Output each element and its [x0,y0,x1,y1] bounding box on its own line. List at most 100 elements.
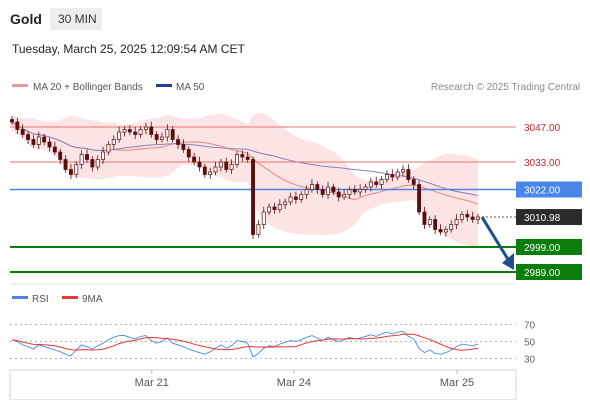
candle-body [181,144,186,150]
candle-body [293,196,298,200]
candle-body [342,194,347,198]
level-tag-3022.00 [516,181,582,198]
rsi-legend-label: RSI [32,294,49,305]
x-axis-frame [9,369,517,400]
candle-body [261,211,266,225]
x-tick-Mar-24: Mar 24 [277,377,311,389]
candle-body [79,154,84,165]
candle-body [256,224,261,235]
candle-body [326,186,330,195]
level-label-3047.00: 3047.00 [524,123,561,134]
candle-body [240,154,245,158]
rsi-ma-line [11,333,479,351]
candle-body [336,191,341,198]
rsi-line [11,330,479,358]
candle-body [379,179,384,185]
candle-body [390,174,395,178]
candle-body [74,164,79,175]
level-label-3022.00: 3022.00 [524,186,561,197]
candle-body [133,131,138,135]
candle-body [283,201,288,205]
candle-body [272,206,277,210]
candle-body [160,136,164,140]
candle-body [449,224,454,230]
level-label-2989.00: 2989.00 [524,268,561,279]
level-label-3010.98: 3010.98 [524,213,561,224]
candle-body [427,219,432,225]
candle-body [433,219,438,230]
timeframe-chip-bg[interactable] [50,8,102,30]
candle-body [208,171,213,175]
rsi-swatch [12,296,28,299]
x-axis: Mar 21 Mar 24 Mar 25 [9,369,517,400]
candle-body [52,146,57,153]
candle-body [470,216,475,220]
candle-body [476,216,480,220]
level-label-3033.00: 3033.00 [524,158,561,169]
candle-body [68,169,73,175]
candle-body [229,164,234,170]
candle-body [143,126,148,130]
timeframe-chip[interactable]: 30 MIN [58,12,97,26]
symbol-title: Gold [10,11,42,27]
rsi-tick-50: 50 [524,338,536,349]
level-tag-3010.98 [516,209,582,226]
candle-body [288,196,293,203]
candle-body [443,229,448,233]
candle-body [406,169,411,180]
level-lines [10,126,516,273]
candle-body [47,141,52,148]
candle-body [363,186,368,190]
candle-body [347,189,352,195]
candle-body [170,129,175,140]
candle-body [277,204,282,210]
credit-text: Research © 2025 Trading Central [431,82,580,93]
candle-body [197,161,202,168]
candle-body [186,149,191,158]
candle-body [417,184,422,213]
rsi-tick-70: 70 [524,321,536,332]
candle-body [459,214,464,220]
candle-body [422,211,427,225]
candle-body [352,189,357,193]
candle-body [176,139,180,145]
candle-body [235,154,239,165]
candle-body [63,159,68,170]
candle-body [31,139,36,145]
candle-body [154,134,159,140]
level-tag-2989.00 [516,264,582,280]
ma50-legend: MA 50 [176,82,205,93]
candle-body [15,121,20,130]
level-tag-2999.00 [516,239,582,255]
rsi-ma-legend-label: 9MA [82,294,103,305]
rsi-tick-30: 30 [524,355,536,366]
rsi-panel: 70 50 30 [10,321,536,366]
candle-body [438,229,443,233]
candle-body [320,189,325,195]
candle-body [304,189,309,195]
projection-arrow-head [502,253,514,270]
candle-body [117,131,122,140]
ma50-swatch [156,84,172,87]
candle-body [315,184,320,190]
candle-body [245,156,250,160]
candle-body [251,159,255,235]
candle-body [165,129,170,138]
candle-body [401,169,405,173]
candle-body [395,171,400,178]
candle-body [127,129,132,133]
rsi-ma-swatch [62,296,78,299]
candle-body [42,136,47,143]
candle-body [267,206,272,213]
candle-body [331,186,336,193]
candles [10,116,480,239]
candle-body [358,189,363,193]
candle-body [85,154,89,160]
datetime-label: Tuesday, March 25, 2025 12:09:54 AM CET [12,42,245,56]
candle-body [224,161,229,170]
ma50-line [11,121,479,196]
legend: MA 20 + Bollinger Bands MA 50 Research ©… [12,82,580,93]
candle-body [411,179,416,185]
candle-body [299,194,304,200]
